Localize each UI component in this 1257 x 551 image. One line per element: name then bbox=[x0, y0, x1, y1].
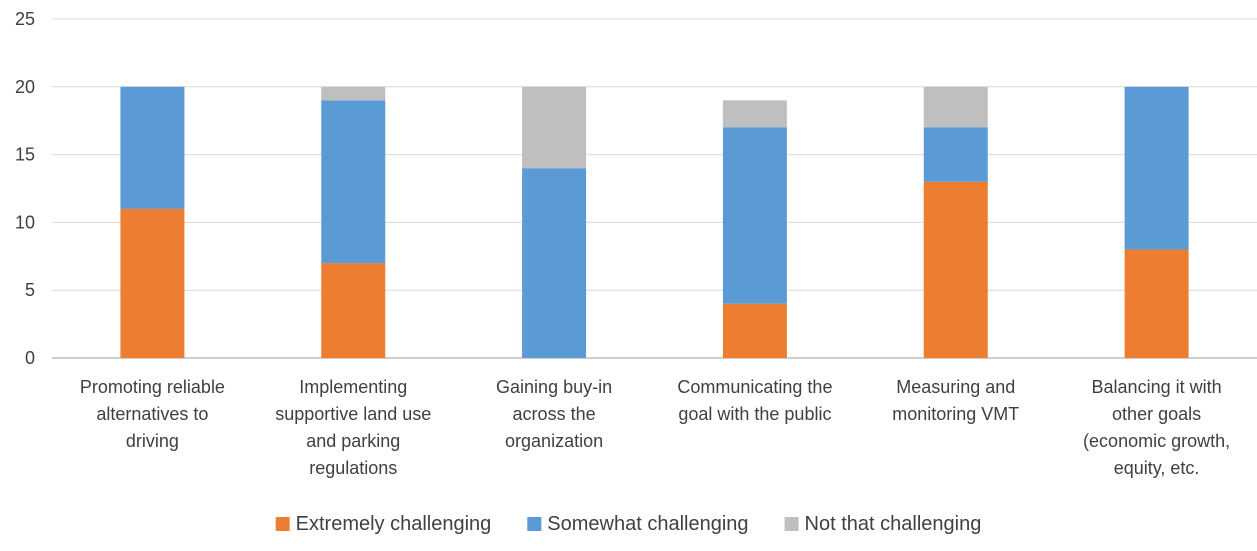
x-category-label: Implementing supportive land use and parki… bbox=[275, 377, 431, 478]
bar-segment-somewhat-challenging bbox=[923, 127, 988, 182]
bar-segment-somewhat-challenging bbox=[321, 100, 386, 264]
y-tick-label: 20 bbox=[15, 77, 35, 97]
bar-segment-extremely-challenging bbox=[321, 263, 386, 358]
x-category-label: Measuring and monitoring VMT bbox=[892, 377, 1019, 424]
bar-segment-extremely-challenging bbox=[120, 208, 185, 358]
legend-label: Extremely challenging bbox=[296, 513, 492, 535]
bar-segment-extremely-challenging bbox=[1124, 249, 1189, 358]
x-category-label: Balancing it with other goals (economic gr… bbox=[1083, 377, 1230, 478]
bar-segment-not-that-challenging bbox=[722, 100, 787, 128]
bar-segment-somewhat-challenging bbox=[120, 86, 185, 209]
bar-segment-somewhat-challenging bbox=[1124, 86, 1189, 250]
bar-segment-somewhat-challenging bbox=[722, 127, 787, 304]
x-category-label: Promoting reliable alternatives to driving bbox=[80, 377, 225, 451]
y-tick-label: 10 bbox=[15, 212, 35, 232]
bar-segment-not-that-challenging bbox=[923, 86, 988, 128]
y-tick-label: 15 bbox=[15, 145, 35, 165]
bar-segment-extremely-challenging bbox=[722, 303, 787, 358]
x-category-label: Gaining buy-in across the organization bbox=[496, 377, 612, 451]
legend-swatch bbox=[784, 517, 799, 531]
y-tick-label: 0 bbox=[25, 348, 35, 368]
bar-segment-not-that-challenging bbox=[522, 86, 587, 169]
bar-segment-somewhat-challenging bbox=[522, 168, 587, 358]
bar-segment-extremely-challenging bbox=[923, 181, 988, 358]
legend-swatch bbox=[527, 517, 542, 531]
legend-label: Not that challenging bbox=[805, 513, 982, 535]
bar-segment-not-that-challenging bbox=[321, 86, 386, 101]
x-category-label: Communicating the goal with the public bbox=[677, 377, 832, 424]
y-tick-label: 25 bbox=[15, 9, 35, 29]
legend-label: Somewhat challenging bbox=[547, 513, 748, 535]
legend-swatch bbox=[275, 517, 290, 531]
y-tick-label: 5 bbox=[25, 280, 35, 300]
